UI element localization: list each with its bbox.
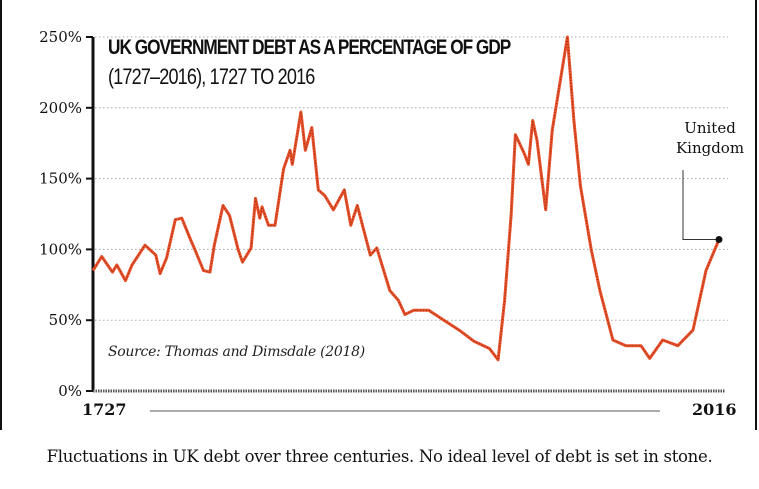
- caption: Fluctuations in UK debt over three centu…: [46, 447, 713, 466]
- endpoint-marker: [715, 235, 723, 243]
- y-tick-label: 0%: [58, 382, 82, 400]
- series-line-texture: [92, 36, 720, 361]
- chart-subtitle: (1727–2016), 1727 TO 2016: [108, 64, 315, 89]
- y-tick-label: 150%: [39, 170, 82, 188]
- y-tick-label: 50%: [49, 311, 82, 329]
- y-tick-label: 200%: [39, 99, 82, 117]
- x-tick-label: 1727: [82, 400, 127, 419]
- x-tick-label: 2016: [692, 400, 737, 419]
- source-note: Source: Thomas and Dimsdale (2018): [108, 344, 365, 360]
- chart-title: UK GOVERNMENT DEBT AS A PERCENTAGE OF GD…: [108, 36, 511, 59]
- y-tick-label: 100%: [39, 240, 82, 258]
- annotation-leader-line: [682, 170, 719, 240]
- series-annotation: United Kingdom: [675, 119, 745, 157]
- y-tick-label: 250%: [39, 28, 82, 46]
- chart-frame: [0, 0, 757, 430]
